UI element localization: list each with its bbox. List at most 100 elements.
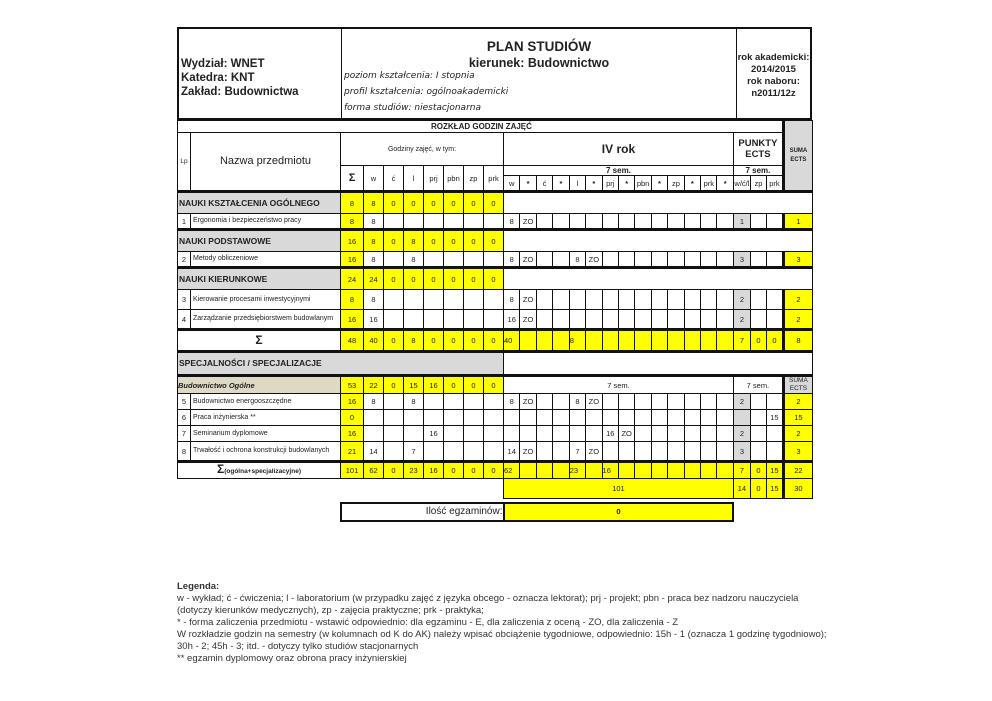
semester-cell: ZO [519, 309, 537, 330]
semester-cell: 16 [502, 309, 521, 330]
hours-cell: 0 [403, 266, 424, 290]
sum-hours-cell: 23 [403, 460, 424, 479]
subject-name: Ergonomia i bezpieczeństwo pracy [190, 213, 341, 230]
hours-cell: 8 [363, 190, 384, 214]
semester-cell [650, 409, 669, 426]
ects-cell: 2 [732, 425, 751, 442]
sum-hours-cell: 48 [340, 328, 364, 352]
ects-cell [765, 289, 784, 310]
hours-cell: 21 [340, 441, 364, 462]
hours-cell [483, 441, 504, 462]
hours-cell [403, 289, 424, 310]
hours-cell: 0 [463, 190, 484, 214]
table-row: 1 Ergonomia i bezpieczeństwo pracy 8 8 8 ZO 1 1 [177, 213, 813, 230]
hours-cell: 8 [363, 393, 384, 410]
hours-cell: 16 [340, 228, 364, 252]
sum-semester-cell [519, 460, 537, 479]
hours-cell: 0 [463, 266, 484, 290]
sum-semester-cell [535, 328, 554, 352]
semester-cell [568, 309, 587, 330]
ects-cell: 2 [732, 289, 751, 310]
semester-cell: 8 [502, 213, 521, 230]
zaklad: Zakład: Budownictwa [181, 86, 299, 98]
suma-ects-cell: 2 [781, 289, 813, 310]
hours-cell [483, 251, 504, 268]
hours-cell: 16 [423, 425, 444, 442]
table-row: NAUKI PODSTAWOWE 16 8 0 8 0 0 0 0 [177, 228, 813, 252]
ects-cell [749, 213, 767, 230]
hours-cell [403, 213, 424, 230]
hours-cell [383, 213, 404, 230]
sum-semester-cell [683, 460, 702, 479]
semester-cell: ZO [519, 213, 537, 230]
table-row: Budownictwo Ogólne 53 22 0 15 16 0 0 0 7 sem. 7 se… [177, 374, 813, 394]
semester-cell: ZO [519, 393, 537, 410]
legend-line: ** egzamin dyplomowy oraz obrona pracy i… [177, 653, 407, 664]
ects-cell [749, 289, 767, 310]
table-row: 101 14 0 15 30 [178, 478, 813, 499]
semester-cell [716, 393, 734, 410]
semester-cell [716, 213, 734, 230]
total-ects-cell: 0 [749, 478, 767, 499]
sum-sub-label: (ogólna+specjalizacyjne) [224, 468, 301, 475]
semester-cell [585, 425, 603, 442]
semester-cell [601, 213, 619, 230]
semester-cell: ZO [585, 393, 603, 410]
table-row: Lp Nazwa przedmiotu Godziny zajęć, w tym: I… [177, 132, 813, 192]
sum-semester-cell: 40 [502, 328, 521, 352]
sum-semester-cell: 62 [502, 460, 521, 479]
hours-cell: 0 [403, 190, 424, 214]
wydzial: Wydział: WNET [181, 58, 265, 70]
sum-semester-cell [700, 328, 718, 352]
semester-cell [585, 309, 603, 330]
exam-count-label: Ilość egzaminów: [339, 501, 505, 522]
ects-cell [765, 213, 784, 230]
semester-cell [535, 213, 554, 230]
suma-ects-cell: 2 [781, 393, 813, 410]
lp-cell: 6 [177, 409, 191, 426]
hours-cell [423, 441, 444, 462]
ects-cell [749, 393, 767, 410]
hours-cell [463, 393, 484, 410]
semester-cell [700, 289, 718, 310]
semester-cell [667, 441, 685, 462]
hours-cell: 7 [403, 441, 424, 462]
group-semester-label: 7 sem. [503, 374, 734, 394]
semester-cell [667, 309, 685, 330]
hours-cell [383, 309, 404, 330]
table-row: 4 Zarządzanie przedsiębiorstwem budowlany… [177, 309, 813, 330]
blank-area [503, 228, 813, 252]
semester-cell [535, 309, 554, 330]
semester-cell [568, 289, 587, 310]
hours-cell: 0 [383, 190, 404, 214]
table-row: NAUKI KIERUNKOWE 24 24 0 0 0 0 0 0 [177, 266, 813, 290]
legend-line: 30h - 2; 45h - 3; itd. - dotyczy tylko s… [177, 641, 419, 652]
semester-cell [683, 425, 702, 442]
hours-cell: 24 [340, 266, 364, 290]
hours-cell [423, 213, 444, 230]
sigma-symbol: Σ [217, 462, 225, 476]
lp-cell: 1 [177, 213, 191, 230]
sum-semester-cell [585, 460, 603, 479]
category-label: NAUKI KIERUNKOWE [177, 266, 341, 290]
semester-cell [683, 289, 702, 310]
table-row: ROZKŁAD GODZIN ZAJĘĆ SUMA ECTS [177, 120, 813, 192]
hours-cell: 16 [423, 374, 444, 394]
rozklad-header: ROZKŁAD GODZIN ZAJĘĆ [177, 120, 784, 133]
semester-cell [568, 425, 587, 442]
sum-semester-cell: 8 [568, 328, 587, 352]
total-suma-ects: 30 [781, 478, 813, 499]
hour-col-header: prk [483, 165, 504, 192]
subject-name: Zarządzanie przedsiębiorstwem budowlanym [190, 309, 341, 330]
sum-hours-cell: 0 [423, 328, 444, 352]
sem-col-header: w [502, 175, 521, 192]
hours-cell [483, 409, 504, 426]
suma-ects-cell: 15 [781, 409, 813, 426]
suma-ects-header: SUMA ECTS [781, 120, 813, 192]
sum-hours-cell: 0 [383, 328, 404, 352]
hours-cell: 0 [383, 228, 404, 252]
ects-col-header: w/ć/l [732, 175, 751, 192]
table-row: 3 Kierowanie procesami inwestycyjnymi 8 8 8 Z… [177, 289, 813, 310]
semester-cell [552, 393, 570, 410]
semester-cell [617, 309, 636, 330]
